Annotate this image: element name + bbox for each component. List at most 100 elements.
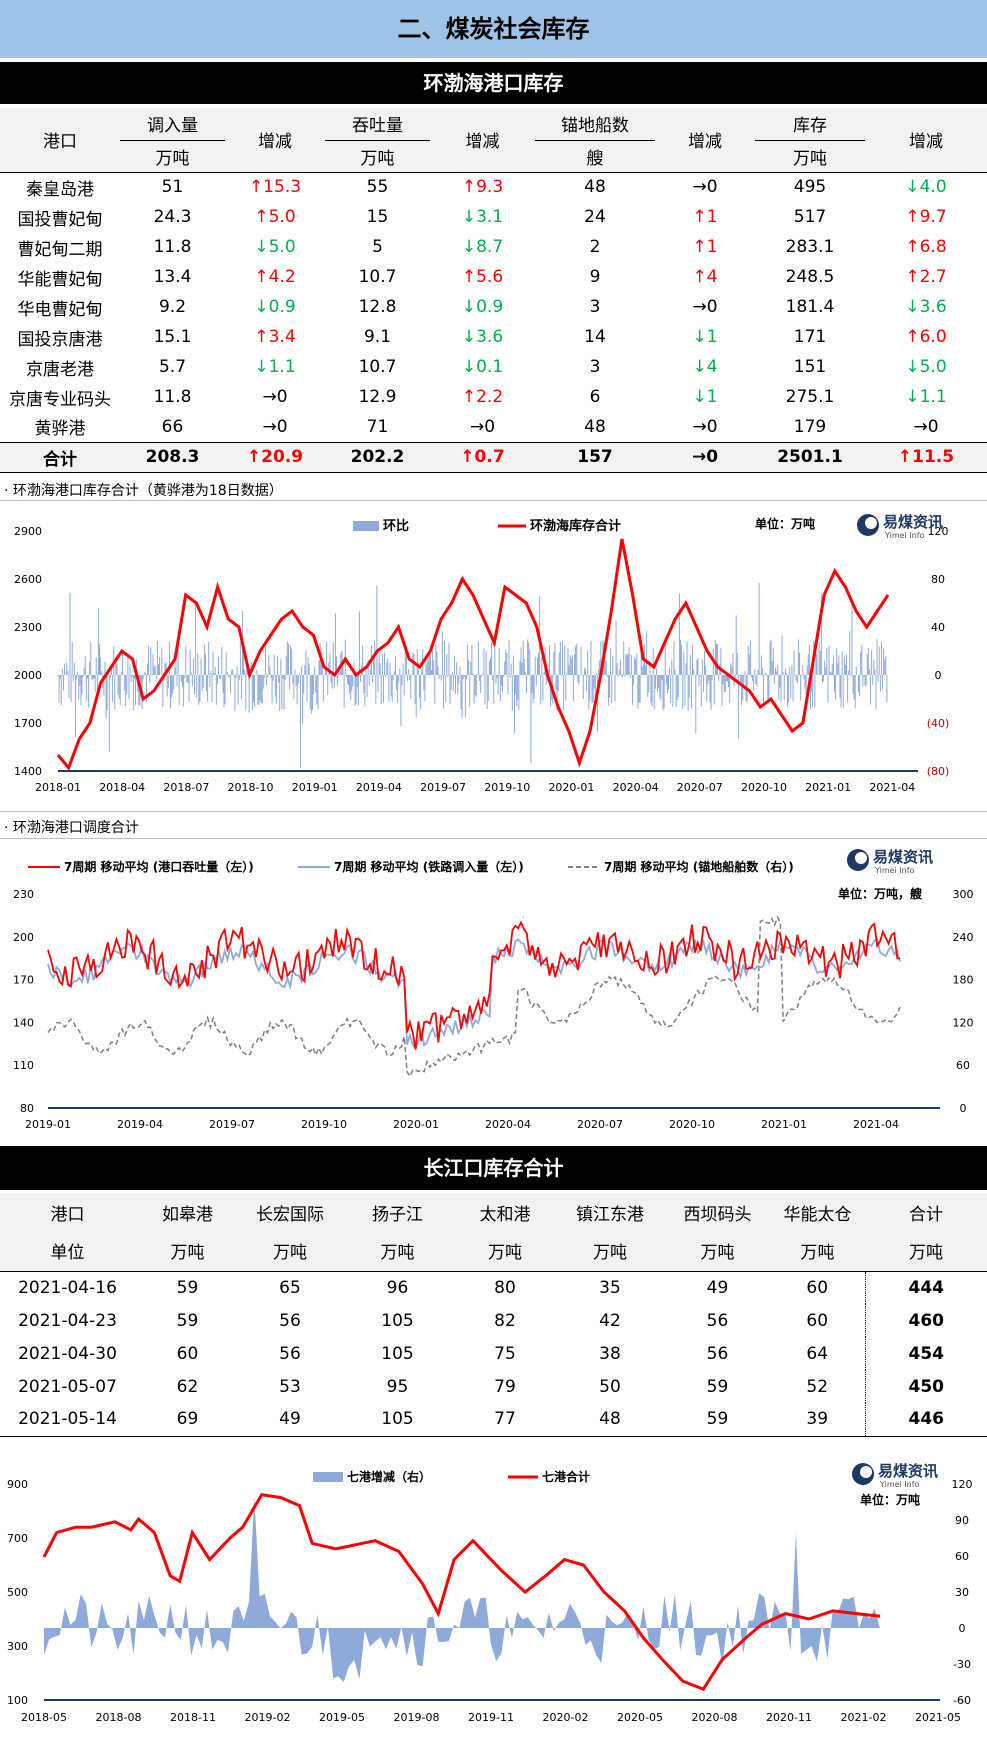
divider [0,500,987,501]
unit-header: 艘 [535,140,655,172]
x-tick-label: 2021-01 [761,1118,807,1131]
value-cell: 495 [793,177,827,198]
value-cell: 59 [706,1409,729,1430]
date-cell: 2021-05-14 [18,1409,117,1430]
delta-cell: ↑20.9 [246,447,304,467]
value-cell: 55 [366,177,389,198]
rail-inbound-line [47,937,901,1051]
col-header: 如皋港 [162,1204,213,1225]
port-name-cell: 京唐专业码头 [9,389,111,410]
x-tick-label: 2020-04 [613,781,659,794]
y2-tick-label: 0 [959,1622,966,1635]
x-tick-label: 2019-10 [301,1118,347,1131]
value-cell: 10.7 [358,357,397,377]
value-cell: 66 [161,416,184,437]
legend-label: 七港合计 [542,1469,590,1484]
delta-cell: ↑4.2 [254,267,296,287]
unit-header: 万吨 [700,1243,735,1264]
value-cell: 9.1 [363,327,392,347]
chart1-caption: · 环渤海港口库存合计（黄骅港为18日数据） [4,483,283,499]
col-header: 华能太仓 [783,1204,852,1225]
y2-tick-label: 60 [956,1059,970,1072]
value-cell: 283.1 [785,237,835,257]
y2-tick-label: (80) [927,765,950,778]
divider [0,838,987,839]
value-cell: 14 [584,327,606,347]
x-tick-label: 2018-07 [163,781,209,794]
bohai-table-title: 环渤海港口库存 [0,62,987,104]
col-header: 合计 [909,1204,943,1225]
value-cell: 151 [793,357,827,377]
delta-cell: ↓0.9 [254,297,296,317]
legend-label: 7周期 移动平均 (锚地船舶数（右）) [604,859,794,874]
value-cell: 96 [386,1277,409,1298]
delta-cell: ↓3.6 [461,327,504,347]
x-tick-label: 2019-07 [420,781,466,794]
value-cell: 49 [279,1409,301,1430]
port-throughput-line [47,920,901,1050]
x-tick-label: 2020-10 [669,1118,715,1131]
x-tick-label: 2020-02 [543,1711,589,1724]
value-cell: 35 [599,1277,621,1298]
value-cell: 79 [494,1376,516,1397]
x-tick-label: 2020-08 [692,1711,738,1724]
y-tick-label: 140 [13,1016,34,1029]
value-cell: 49 [706,1277,729,1298]
unit-header: 万吨 [755,140,865,172]
value-cell: 48 [599,1409,621,1430]
value-cell: 95 [386,1376,409,1397]
unit-header: 万吨 [800,1243,835,1264]
legend-swatch-bar [353,521,379,531]
legend-label: 环渤海库存合计 [530,518,621,534]
y2-tick-label: 80 [931,573,945,586]
port-name-cell: 华能曹妃甸 [17,269,103,290]
col-header-ships: 锚地船数 [535,108,655,141]
delta-cell: →0 [691,447,719,467]
col-header: 长宏国际 [256,1204,324,1225]
legend-label: 7周期 移动平均 (铁路调入量（左）) [334,859,524,874]
bohai-stock-chart: 1400 1700 2000 2300 2600 2900 (80) (40) 0 40 80 120… [14,513,950,794]
value-cell: 5.7 [158,357,187,377]
y-tick-label: 200 [13,931,34,944]
value-cell: 3 [589,297,601,317]
value-cell: 39 [806,1409,829,1430]
x-tick-label: 2020-07 [677,781,723,794]
y-tick-label: 700 [7,1532,28,1545]
value-cell: 15.1 [153,327,192,347]
value-cell: 10.7 [358,267,397,287]
table-row: 黄骅港 66 →0 71 →0 48 →0 179 →0 [0,412,987,442]
delta-cell: ↑0.7 [460,447,505,467]
delta-cell: ↓3.1 [461,207,504,227]
delta-cell: ↑15.3 [248,177,302,198]
delta-cell: →0 [469,416,496,437]
table-row: 京唐老港 5.7 ↓1.1 10.7 ↓0.1 3 ↓4 151 ↓5.0 [0,352,987,382]
unit-header: 万吨 [593,1243,627,1264]
x-tick-label: 2020-07 [577,1118,623,1131]
y-tick-label: 80 [20,1102,34,1115]
col-header-delta: 增减 [225,108,325,172]
x-tick-label: 2021-02 [841,1711,887,1724]
col-header: 镇江东港 [576,1204,644,1225]
delta-cell: ↑4 [692,267,718,287]
value-cell: 208.3 [145,447,200,467]
value-cell: 71 [366,416,389,437]
value-cell: 5 [372,237,383,257]
value-cell: 9.2 [158,297,187,317]
delta-cell: ↓5.0 [254,237,296,257]
value-cell: 15 [366,207,389,227]
x-tick-label: 2019-10 [484,781,530,794]
y2-tick-label: 90 [955,1514,969,1527]
value-cell: 38 [599,1343,621,1364]
port-name-cell: 曹妃甸二期 [17,239,103,260]
y-tick-label: 2900 [14,525,42,538]
y2-tick-label: 120 [928,525,949,538]
x-tick-label: 2019-01 [292,781,338,794]
port-name-cell: 国投曹妃甸 [17,209,103,230]
col-header-port: 港口 [0,108,120,172]
delta-cell: ↓1.1 [905,387,947,407]
value-cell: 157 [577,447,613,467]
y-tick-label: 2000 [14,669,42,682]
value-cell: 52 [806,1376,829,1397]
delta-cell: ↑1 [692,207,718,227]
